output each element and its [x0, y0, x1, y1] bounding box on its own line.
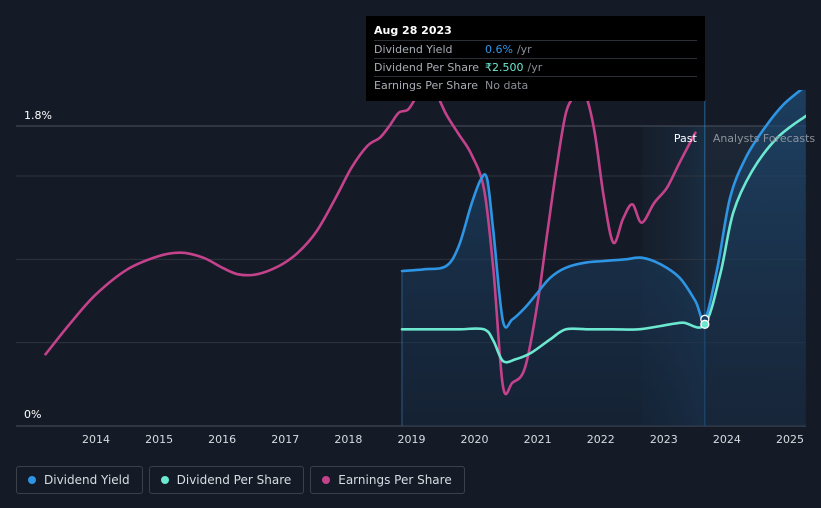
legend-dividend-per-share[interactable]: Dividend Per Share [148, 466, 305, 494]
legend-dot-icon [160, 476, 169, 484]
legend-earnings-per-share[interactable]: Earnings Per Share [310, 466, 465, 494]
tooltip-label: Dividend Yield [374, 43, 453, 56]
tooltip-value: 0.6% [485, 43, 513, 56]
x-tick-label: 2023 [650, 433, 678, 446]
legend-label: Dividend Per Share [176, 473, 292, 487]
legend-label: Earnings Per Share [338, 473, 452, 487]
x-tick-label: 2018 [334, 433, 362, 446]
legend-dot-icon [322, 476, 331, 484]
legend-dot-icon [28, 476, 36, 484]
legend-dividend-yield[interactable]: Dividend Yield [16, 466, 143, 494]
past-label: Past [674, 132, 698, 145]
dividend-yield-area [402, 90, 806, 426]
forecast-label: Analysts Forecasts [713, 132, 816, 145]
dividend-per-share-line [400, 114, 806, 364]
tooltip-row-dividend-per-share: Dividend Per Share ₹2.500/yr [374, 58, 697, 76]
x-tick-label: 2015 [145, 433, 173, 446]
x-tick-label: 2020 [461, 433, 489, 446]
x-tick-label: 2025 [776, 433, 804, 446]
dividend-per-share-marker [700, 319, 710, 329]
x-tick-label: 2024 [713, 433, 741, 446]
x-tick-label: 2021 [524, 433, 552, 446]
x-tick-label: 2017 [271, 433, 299, 446]
legend: Dividend Yield Dividend Per Share Earnin… [16, 466, 465, 494]
tooltip-date: Aug 28 2023 [374, 24, 452, 37]
y-tick-label-bottom: 0% [24, 408, 41, 421]
x-tick-label: 2016 [208, 433, 236, 446]
x-tick-label: 2019 [397, 433, 425, 446]
tooltip-row-dividend-yield: Dividend Yield 0.6%/yr [374, 40, 697, 58]
dividend-yield-line [400, 90, 803, 329]
tooltip-row-earnings-per-share: Earnings Per Share No data [374, 76, 697, 94]
tooltip-label: Earnings Per Share [374, 79, 479, 92]
earnings-per-share-line [44, 90, 697, 396]
tooltip-unit: /yr [527, 61, 543, 74]
y-tick-label-top: 1.8% [24, 109, 52, 122]
x-tick-label: 2022 [587, 433, 615, 446]
tooltip-label: Dividend Per Share [374, 61, 480, 74]
legend-label: Dividend Yield [44, 473, 130, 487]
tooltip-unit: /yr [516, 43, 532, 56]
x-tick-label: 2014 [82, 433, 110, 446]
tooltip-value: No data [485, 79, 529, 92]
tooltip: Aug 28 2023 Dividend Yield 0.6%/yr Divid… [366, 16, 705, 101]
tooltip-value: ₹2.500 [485, 61, 524, 74]
